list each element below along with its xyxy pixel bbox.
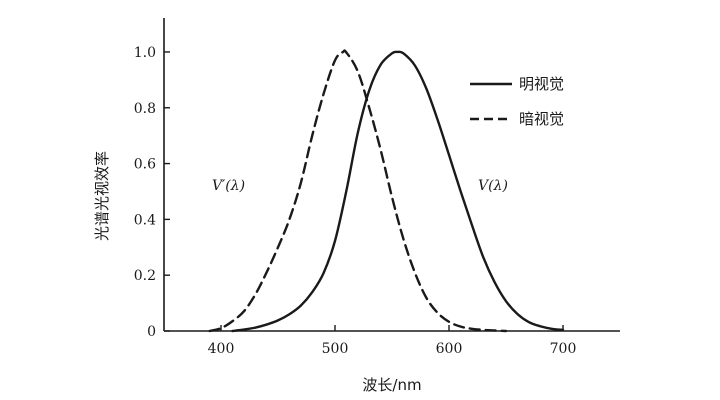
y-tick-label: 0.4 (134, 212, 156, 228)
x-axis-title: 波长/nm (362, 376, 421, 394)
series-layer (208, 49, 565, 333)
y-tick-label: 0 (147, 324, 156, 340)
x-tick-label: 400 (208, 341, 235, 357)
y-tick-label: 0.2 (134, 268, 156, 284)
curve-label-photopic: V(λ) (478, 178, 508, 194)
series-line-photopic (231, 50, 565, 333)
y-tick-label: 0.8 (134, 101, 156, 117)
y-tick-label: 1.0 (134, 45, 156, 61)
legend: 明视觉 暗视觉 (470, 75, 564, 128)
series-line-scotopic (208, 49, 508, 333)
curve-label-scotopic: V′(λ) (212, 178, 245, 194)
y-axis-title: 光谱光视效率 (93, 151, 111, 241)
legend-label-photopic: 明视觉 (519, 75, 564, 93)
axes-layer (163, 18, 620, 332)
x-tick-label: 600 (436, 341, 463, 357)
y-tick-label: 0.6 (134, 157, 156, 173)
legend-label-scotopic: 暗视觉 (519, 110, 564, 128)
x-tick-label: 500 (322, 341, 349, 357)
x-tick-label: 700 (550, 341, 577, 357)
label-layer: 0 0.2 0.4 0.6 0.8 1.0 400 500 600 700 (134, 45, 577, 357)
